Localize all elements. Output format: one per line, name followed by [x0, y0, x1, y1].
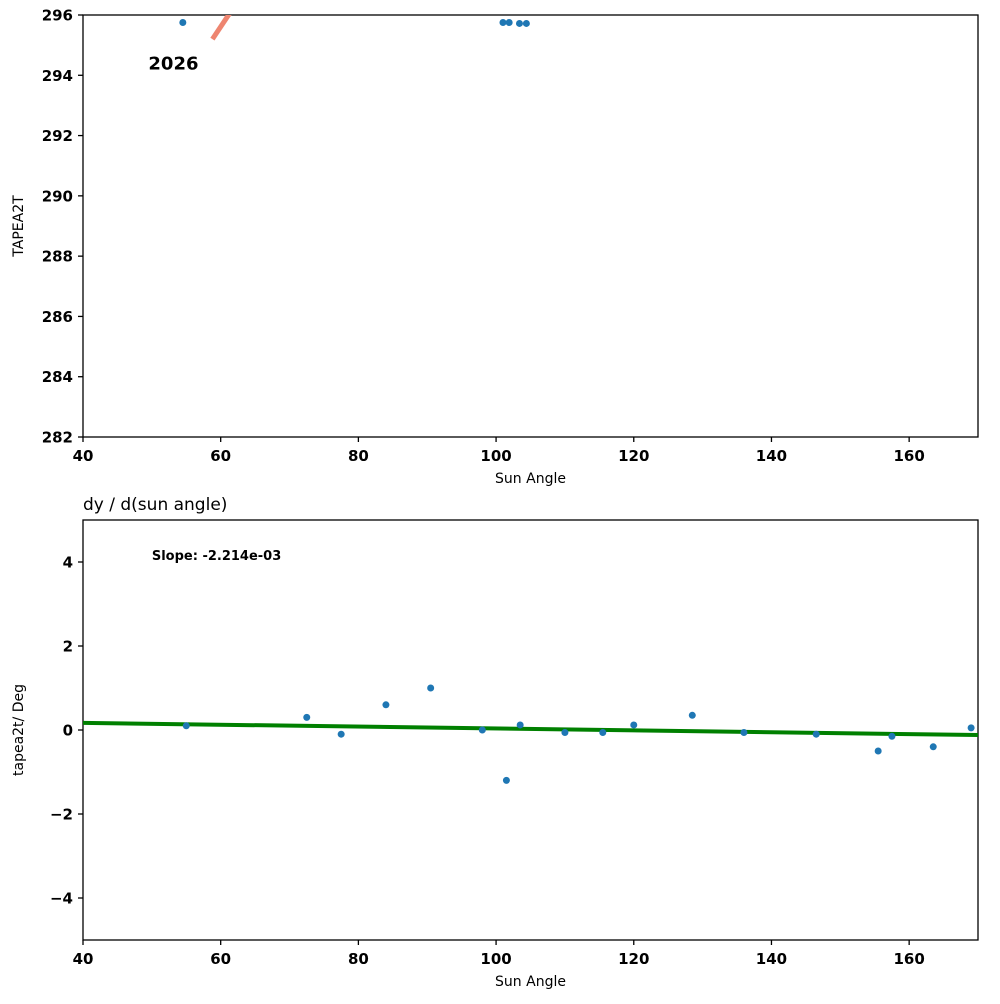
y-tick-label: 282: [42, 429, 73, 447]
x-tick-label: 80: [348, 447, 369, 465]
data-point: [337, 730, 345, 738]
data-point: [688, 711, 696, 719]
x-tick-label: 80: [348, 950, 369, 968]
x-tick-label: 60: [210, 447, 231, 465]
x-tick-label: 60: [210, 950, 231, 968]
y-tick-label: 288: [42, 248, 73, 266]
data-point: [630, 721, 638, 729]
data-point: [888, 732, 896, 740]
x-axis-label: Sun Angle: [495, 974, 566, 990]
data-point: [478, 726, 486, 734]
x-tick-label: 120: [618, 950, 649, 968]
x-tick-label: 40: [73, 950, 94, 968]
x-tick-label: 160: [893, 950, 924, 968]
y-tick-label: 294: [42, 67, 73, 85]
y-tick-label: 286: [42, 308, 73, 326]
x-tick-label: 100: [480, 950, 511, 968]
annotation: 2026: [148, 53, 198, 74]
data-point: [929, 743, 937, 751]
y-tick-label: −2: [50, 806, 73, 824]
y-axis-label: tapea2t/ Deg: [11, 684, 27, 776]
y-tick-label: 2: [63, 638, 73, 656]
data-point: [516, 721, 524, 729]
y-tick-label: 4: [63, 554, 73, 572]
data-point: [382, 701, 390, 709]
data-point: [599, 729, 607, 737]
y-tick-label: 296: [42, 7, 73, 25]
plot-frame: [82, 14, 979, 438]
x-tick-label: 140: [756, 447, 787, 465]
x-tick-label: 40: [73, 447, 94, 465]
y-tick-label: 290: [42, 187, 73, 205]
data-point: [499, 19, 507, 27]
data-point: [303, 713, 311, 721]
x-tick-label: 100: [480, 447, 511, 465]
data-point: [505, 19, 513, 27]
data-point: [967, 724, 975, 732]
x-tick-label: 120: [618, 447, 649, 465]
data-point: [179, 19, 187, 27]
y-tick-label: −4: [50, 890, 73, 908]
annotation: Slope: -2.214e-03: [152, 549, 281, 564]
data-point: [182, 722, 190, 730]
data-point: [874, 747, 882, 755]
trend-line: [83, 720, 978, 738]
data-point: [515, 19, 523, 27]
tapea2t-vs-sun-angle-chart: 40 60 80 100 120 140 160 282 284 286 288 290 292 294 2…: [11, 7, 979, 487]
x-tick-label: 140: [756, 950, 787, 968]
x-tick-label: 160: [893, 447, 924, 465]
x-axis-label: Sun Angle: [495, 471, 566, 487]
data-point: [427, 684, 435, 692]
y-tick-label: 284: [42, 368, 73, 386]
derivative-chart: 40 60 80 100 120 140 160 −4 −2 0 2 4 Sun Angle tapea2…: [11, 495, 979, 990]
y-axis-label: TAPEA2T: [11, 195, 27, 258]
y-tick-label: 292: [42, 127, 73, 145]
data-point: [561, 729, 569, 737]
trend-line: [210, 15, 232, 41]
data-point: [812, 730, 820, 738]
data-point: [502, 776, 510, 784]
data-point: [740, 729, 748, 737]
data-point: [522, 19, 530, 27]
chart-title: dy / d(sun angle): [83, 495, 227, 515]
y-tick-label: 0: [63, 722, 73, 740]
